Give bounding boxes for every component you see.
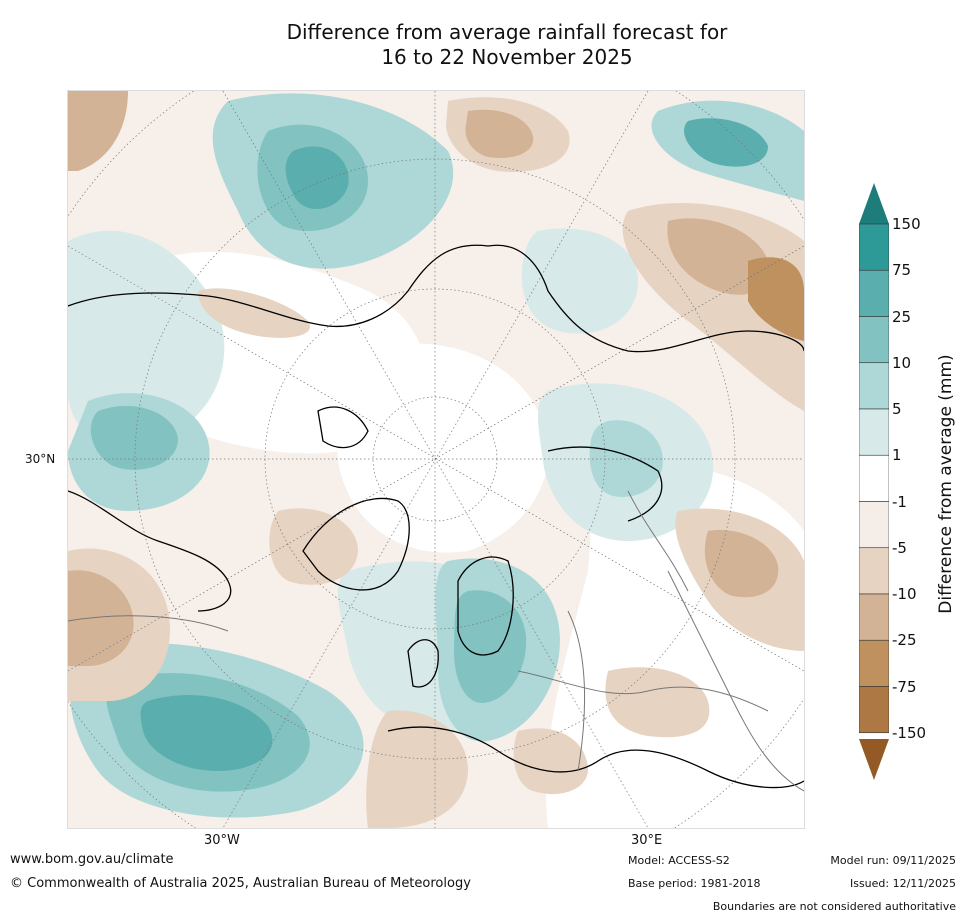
colorbar-tick-25: 25 — [892, 307, 912, 326]
longitude-label-east: 30°E — [631, 833, 663, 848]
wet-region-pacific-core — [684, 118, 768, 167]
wet-region-peak-upper — [285, 146, 349, 209]
canadian-archipelago-coastline — [317, 406, 369, 449]
colorbar-segment — [858, 547, 890, 595]
dry-region-mediterranean — [513, 728, 588, 795]
colorbar-segment — [858, 316, 890, 364]
map-canvas — [68, 91, 804, 828]
website-link[interactable]: www.bom.gov.au/climate — [10, 852, 174, 867]
boundaries — [68, 490, 804, 792]
border-line-2 — [567, 610, 586, 772]
boundaries-disclaimer: Boundaries are not considered authoritat… — [712, 900, 956, 913]
colorbar-graphic — [858, 183, 890, 780]
colorbar-segment — [858, 408, 890, 456]
dry-region-far-east-core — [667, 218, 769, 295]
wet-region-west — [68, 230, 225, 448]
colorbar-segment — [858, 593, 890, 641]
model-run-date: Model run: 09/11/2025 — [830, 854, 956, 867]
scandinavia-coastline — [457, 556, 514, 656]
border-line-1 — [517, 670, 769, 712]
colorbar-tick-1: 1 — [892, 446, 902, 465]
greenland-coastline — [302, 497, 410, 591]
colorbar-tick-neg75: -75 — [892, 677, 917, 696]
colorbar-extend-bottom — [859, 739, 889, 780]
colorbar-segment — [858, 639, 890, 687]
colorbar-extend-top — [859, 183, 889, 224]
siberia-coastline — [487, 244, 804, 353]
wet-region-siberia-core — [589, 420, 663, 497]
dry-region-top-left — [68, 91, 128, 171]
title-line-1: Difference from average rainfall forecas… — [286, 20, 728, 44]
dry-region-far-east-peak — [748, 257, 804, 341]
map-title: Difference from average rainfall forecas… — [150, 20, 864, 70]
colorbar-tick-neg5: -5 — [892, 538, 907, 557]
rainfall-anomaly-map — [67, 90, 805, 829]
dry-region-iberia — [366, 710, 468, 828]
colorbar-tick-75: 75 — [892, 261, 912, 280]
meridian-30e-150w — [222, 91, 649, 828]
title-line-2: 16 to 22 November 2025 — [381, 45, 633, 69]
colorbar-axis-label: Difference from average (mm) — [936, 354, 956, 614]
wet-region-east-siberia — [521, 228, 638, 334]
wet-region-scandinavia-core — [453, 590, 527, 703]
border-line-4 — [627, 490, 689, 592]
issued-date: Issued: 12/11/2025 — [849, 877, 956, 890]
dry-region-west-mid-core — [68, 570, 134, 666]
base-period: Base period: 1981-2018 — [628, 877, 761, 890]
colorbar-segment — [858, 362, 890, 410]
dry-region-central-asia-core — [704, 530, 779, 598]
colorbar-tick-5: 5 — [892, 400, 902, 418]
colorbar-segment — [858, 269, 890, 317]
colorbar-tick-neg1: -1 — [892, 492, 907, 511]
graticule — [68, 91, 804, 828]
europe-south-coastline — [387, 726, 804, 789]
coastlines — [68, 244, 804, 789]
canada-east-coastline — [68, 490, 232, 612]
colorbar-tick-neg25: -25 — [892, 631, 917, 650]
dry-region-greenland — [269, 508, 358, 585]
colorbar-tick-10: 10 — [892, 353, 912, 372]
wet-region-mid-atlantic-core — [140, 695, 273, 771]
colorbar-segment — [858, 454, 890, 502]
colorbar-tick-neg10: -10 — [892, 585, 917, 603]
dry-region-north-top-core — [465, 109, 534, 159]
colorbar — [858, 183, 890, 781]
colorbar-tick-150: 150 — [892, 215, 921, 233]
model-name: Model: ACCESS-S2 — [628, 854, 730, 867]
colorbar-segments — [858, 223, 890, 734]
british-isles-coastline — [407, 639, 439, 688]
alaska-coastline — [68, 244, 489, 328]
colorbar-segment — [858, 223, 890, 271]
border-line-5 — [68, 615, 229, 632]
arctic-russia-coastline — [547, 446, 663, 522]
border-line-3 — [667, 570, 804, 792]
longitude-label-west: 30°W — [204, 833, 240, 848]
colorbar-segment — [858, 686, 890, 734]
wet-region-west-core — [90, 405, 178, 470]
latitude-label: 30°N — [25, 452, 56, 466]
dry-region-middle-east — [605, 667, 710, 738]
dry-region-canada-coast — [198, 288, 310, 338]
colorbar-tick-neg150: -150 — [892, 723, 927, 742]
copyright-text: © Commonwealth of Australia 2025, Austra… — [10, 876, 471, 891]
colorbar-segment — [858, 501, 890, 549]
